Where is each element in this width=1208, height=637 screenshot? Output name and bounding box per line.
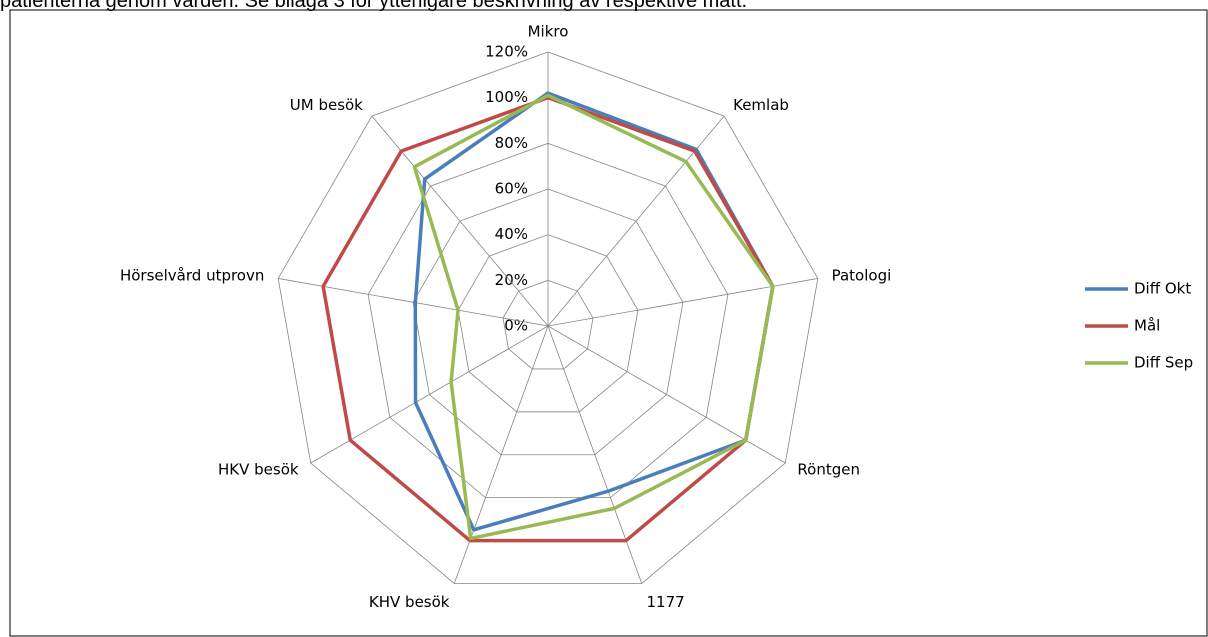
legend-label: Diff Okt (1134, 280, 1191, 298)
spoke (547, 278, 818, 327)
category-label: Patologi (832, 266, 892, 284)
y-tick-label: 120% (485, 43, 528, 61)
category-label: KHV besök (369, 593, 450, 611)
category-label: 1177 (647, 593, 685, 611)
category-label: Kemlab (733, 96, 789, 114)
spoke (547, 325, 786, 464)
y-tick-label: 60% (495, 180, 528, 198)
document-text: patienterna genom vården. Se bilaga 3 fö… (0, 0, 748, 12)
category-label: Hörselvård utprovn (120, 266, 264, 284)
grid-line (412, 188, 684, 456)
y-tick-label: 20% (495, 271, 528, 289)
category-label: UM besök (290, 96, 363, 114)
spoke (547, 115, 725, 327)
chart-frame (9, 9, 1208, 637)
grid-line (277, 51, 819, 584)
category-label: HKV besök (218, 461, 299, 479)
legend-label: Diff Sep (1134, 354, 1193, 372)
grid-line (502, 279, 594, 370)
grid-line (367, 142, 729, 499)
y-tick-label: 80% (495, 134, 528, 152)
y-tick-label: 40% (495, 225, 528, 243)
legend-label: Mål (1134, 317, 1160, 335)
category-label: Mikro (528, 23, 569, 41)
grid-line (457, 234, 639, 413)
series-line (321, 95, 775, 543)
y-tick-label: 100% (485, 88, 528, 106)
spoke (310, 325, 549, 464)
y-tick-label: 0% (504, 317, 528, 335)
series-line (412, 93, 775, 541)
category-label: Röntgen (797, 461, 860, 479)
